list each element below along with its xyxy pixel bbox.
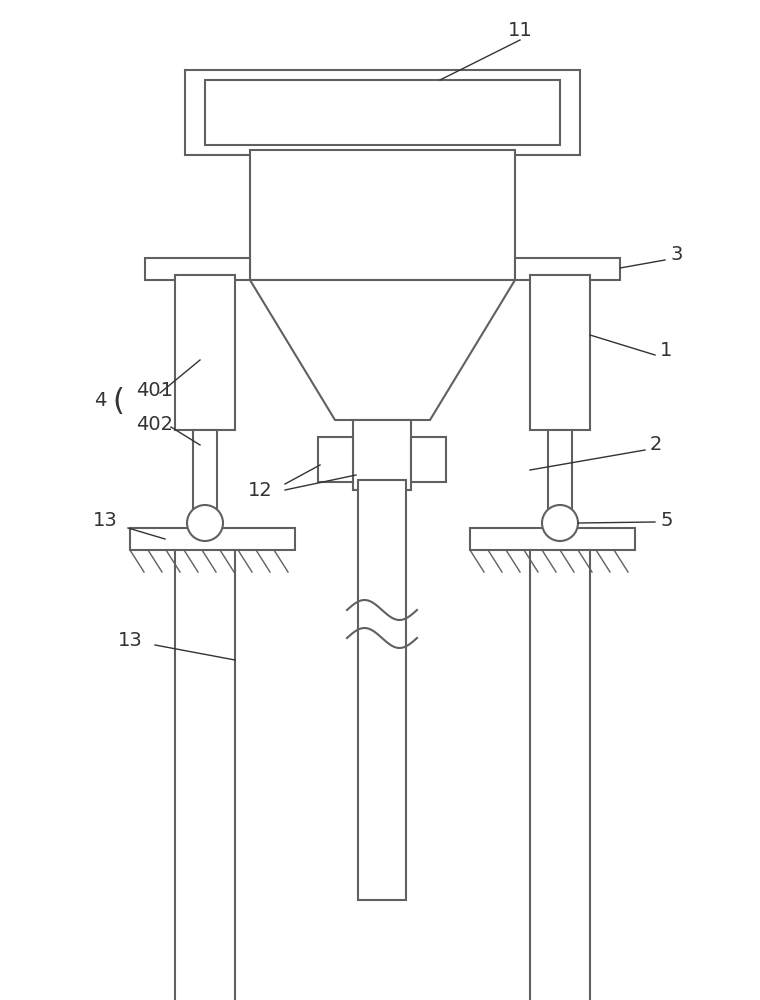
Text: 11: 11 (508, 20, 532, 39)
Text: 402: 402 (136, 416, 173, 434)
Text: 1: 1 (660, 340, 673, 360)
Bar (470, 528, 635, 550)
Bar (353, 420, 411, 490)
Bar (530, 275, 590, 430)
Bar (318, 437, 353, 482)
Bar (411, 437, 446, 482)
Bar (185, 70, 580, 155)
Text: 5: 5 (660, 510, 673, 530)
Bar (193, 430, 217, 510)
Bar (130, 528, 295, 550)
Bar (205, 80, 560, 145)
Bar (175, 275, 235, 430)
Bar (145, 258, 250, 280)
Circle shape (187, 505, 223, 541)
Bar (358, 480, 406, 900)
Bar (515, 258, 620, 280)
Text: 13: 13 (118, 631, 142, 650)
Circle shape (542, 505, 578, 541)
Text: 401: 401 (136, 380, 173, 399)
Text: (: ( (112, 387, 124, 416)
Text: 13: 13 (93, 510, 117, 530)
Polygon shape (250, 280, 515, 420)
Text: 3: 3 (670, 245, 682, 264)
Bar (548, 430, 572, 510)
Bar (250, 150, 515, 280)
Text: 2: 2 (650, 436, 663, 454)
Text: 4: 4 (93, 390, 106, 410)
Text: 12: 12 (248, 481, 272, 499)
